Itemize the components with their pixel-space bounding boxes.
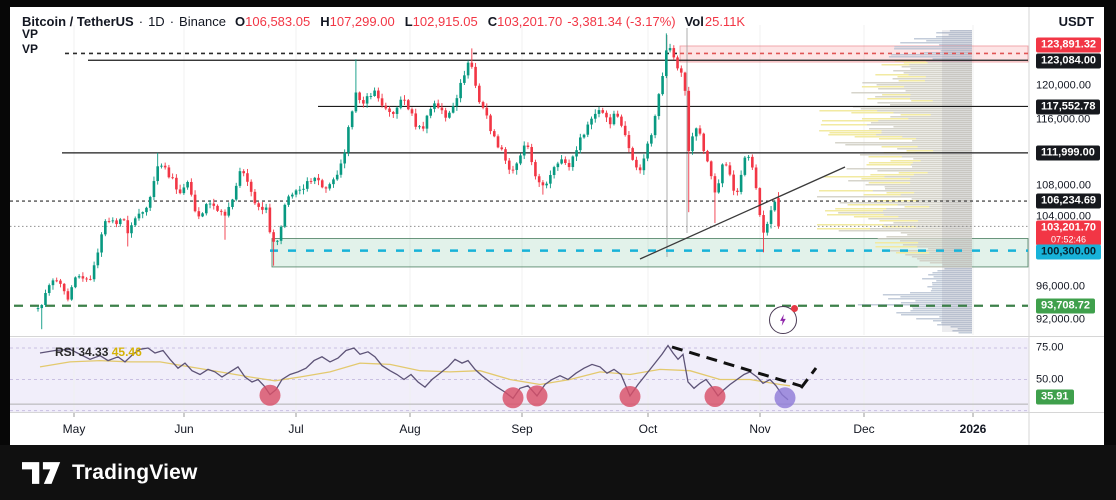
price-axis-label: 75.00 — [1036, 341, 1064, 354]
price-axis-label: 123,891.32 — [1036, 37, 1102, 53]
price-axis-label: 103,201.70 07:52:46 — [1036, 220, 1102, 246]
flash-alert-button[interactable] — [769, 305, 798, 334]
price-axis-label: 117,552.78 — [1036, 99, 1101, 115]
time-axis-label-jul: Jul — [288, 422, 304, 436]
countdown-timer: 07:52:46 — [1051, 234, 1087, 245]
symbol-title[interactable]: Bitcoin / TetherUS — [22, 14, 134, 29]
ohlc-item: C103,201.70 — [487, 14, 563, 29]
footer-bar: TradingView — [0, 445, 1116, 500]
price-axis-label: 96,000.00 — [1036, 280, 1085, 293]
time-axis-label-sep: Sep — [511, 422, 533, 436]
price-axis-label: 92,000.00 — [1036, 313, 1085, 326]
indicator-legend-vp-1[interactable]: VP — [22, 27, 39, 41]
tradingview-wordmark: TradingView — [72, 460, 198, 484]
separator: · — [138, 14, 144, 29]
price-axis-label: 104,000.00 — [1036, 210, 1092, 223]
rsi-ma-value: 45.46 — [111, 345, 142, 359]
price-axis-label: 123,084.00 — [1036, 53, 1102, 69]
chart-header: Bitcoin / TetherUS · 1D · Binance O106,5… — [22, 14, 745, 29]
tradingview-logo[interactable]: TradingView — [22, 461, 198, 485]
price-axis-label: 111,999.00 — [1036, 145, 1100, 161]
time-axis-label-dec: Dec — [853, 422, 875, 436]
time-axis-label-may: May — [62, 422, 86, 436]
rsi-value: 34.33 — [78, 345, 109, 359]
price-axis-label: 106,234.69 — [1036, 193, 1102, 209]
ohlc-values: O106,583.05 H107,299.00 L102,915.05 C103,20… — [235, 14, 562, 29]
ohlc-item: H107,299.00 — [320, 14, 395, 29]
lightning-icon — [780, 314, 786, 326]
price-axis-label: 50.00 — [1036, 373, 1064, 386]
price-axis-label: 108,000.00 — [1036, 179, 1092, 192]
price-axis-label: 100,300.00 — [1036, 244, 1102, 260]
time-axis-label-aug: Aug — [399, 422, 421, 436]
time-axis-label-oct: Oct — [638, 422, 658, 436]
rsi-legend[interactable]: RSI 34.33 45.46 — [55, 345, 142, 359]
time-axis-label-2026: 2026 — [959, 422, 987, 436]
ohlc-item: O106,583.05 — [235, 14, 311, 29]
price-axis-label: 116,000.00 — [1036, 113, 1091, 126]
change-value: -3,381.34 (-3.17%) — [567, 14, 676, 29]
ohlc-item: L102,915.05 — [404, 14, 478, 29]
volume-value: 25.11K — [704, 14, 746, 29]
exchange-label[interactable]: Binance — [179, 14, 227, 29]
tradingview-logo-icon — [22, 461, 61, 484]
price-axis-label: 120,000.00 — [1036, 79, 1092, 92]
time-axis-label-jun: Jun — [174, 422, 194, 436]
rsi-label: RSI — [55, 345, 76, 359]
alert-dot — [791, 305, 798, 312]
separator: · — [169, 14, 175, 29]
quote-currency-label: USDT — [1058, 14, 1094, 29]
time-axis-label-nov: Nov — [749, 422, 771, 436]
price-axis-label: 35.91 — [1036, 389, 1074, 405]
interval-label[interactable]: 1D — [148, 14, 165, 29]
price-axis-label: 93,708.72 — [1036, 298, 1095, 314]
volume-label: Vol — [684, 14, 704, 29]
indicator-legend-vp-2[interactable]: VP — [22, 42, 39, 56]
